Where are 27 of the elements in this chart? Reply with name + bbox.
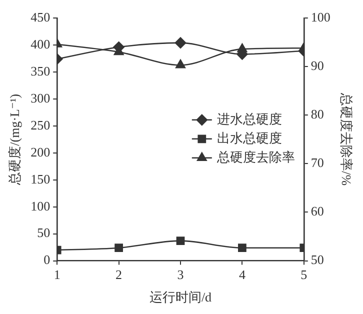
y2-tick-label: 90 — [310, 58, 324, 73]
y-axis-title: 总硬度/(mg·L⁻¹) — [7, 94, 22, 186]
y-tick-label: 450 — [30, 9, 50, 24]
legend-label: 出水总硬度 — [216, 130, 282, 146]
y2-tick-label: 70 — [310, 155, 324, 170]
y-tick-label: 350 — [30, 63, 50, 78]
x-tick-label: 4 — [238, 267, 246, 282]
x-axis-title: 运行时间/d — [149, 290, 212, 305]
legend-label: 进水总硬度 — [216, 111, 282, 126]
y2-tick-label: 50 — [310, 252, 324, 268]
x-tick-label: 2 — [116, 267, 122, 282]
y-tick-label: 300 — [30, 90, 50, 106]
y-tick-label: 250 — [30, 117, 50, 132]
y-tick-label: 50 — [37, 225, 50, 240]
y-tick-label: 400 — [30, 36, 50, 52]
x-tick-label: 3 — [177, 267, 184, 282]
x-tick-label: 5 — [300, 267, 308, 282]
y-tick-label: 100 — [30, 198, 50, 214]
y-tick-label: 200 — [30, 144, 50, 160]
y2-tick-label: 100 — [310, 9, 330, 24]
legend-label: 总硬度去除率 — [216, 149, 295, 164]
x-tick-label: 1 — [54, 267, 60, 282]
y2-tick-label: 60 — [310, 204, 324, 219]
y2-tick-label: 80 — [310, 106, 324, 122]
y2-axis-title: 总硬度去除率/% — [338, 92, 354, 186]
y-tick-label: 150 — [30, 171, 50, 186]
y-tick-label: 0 — [44, 252, 50, 268]
